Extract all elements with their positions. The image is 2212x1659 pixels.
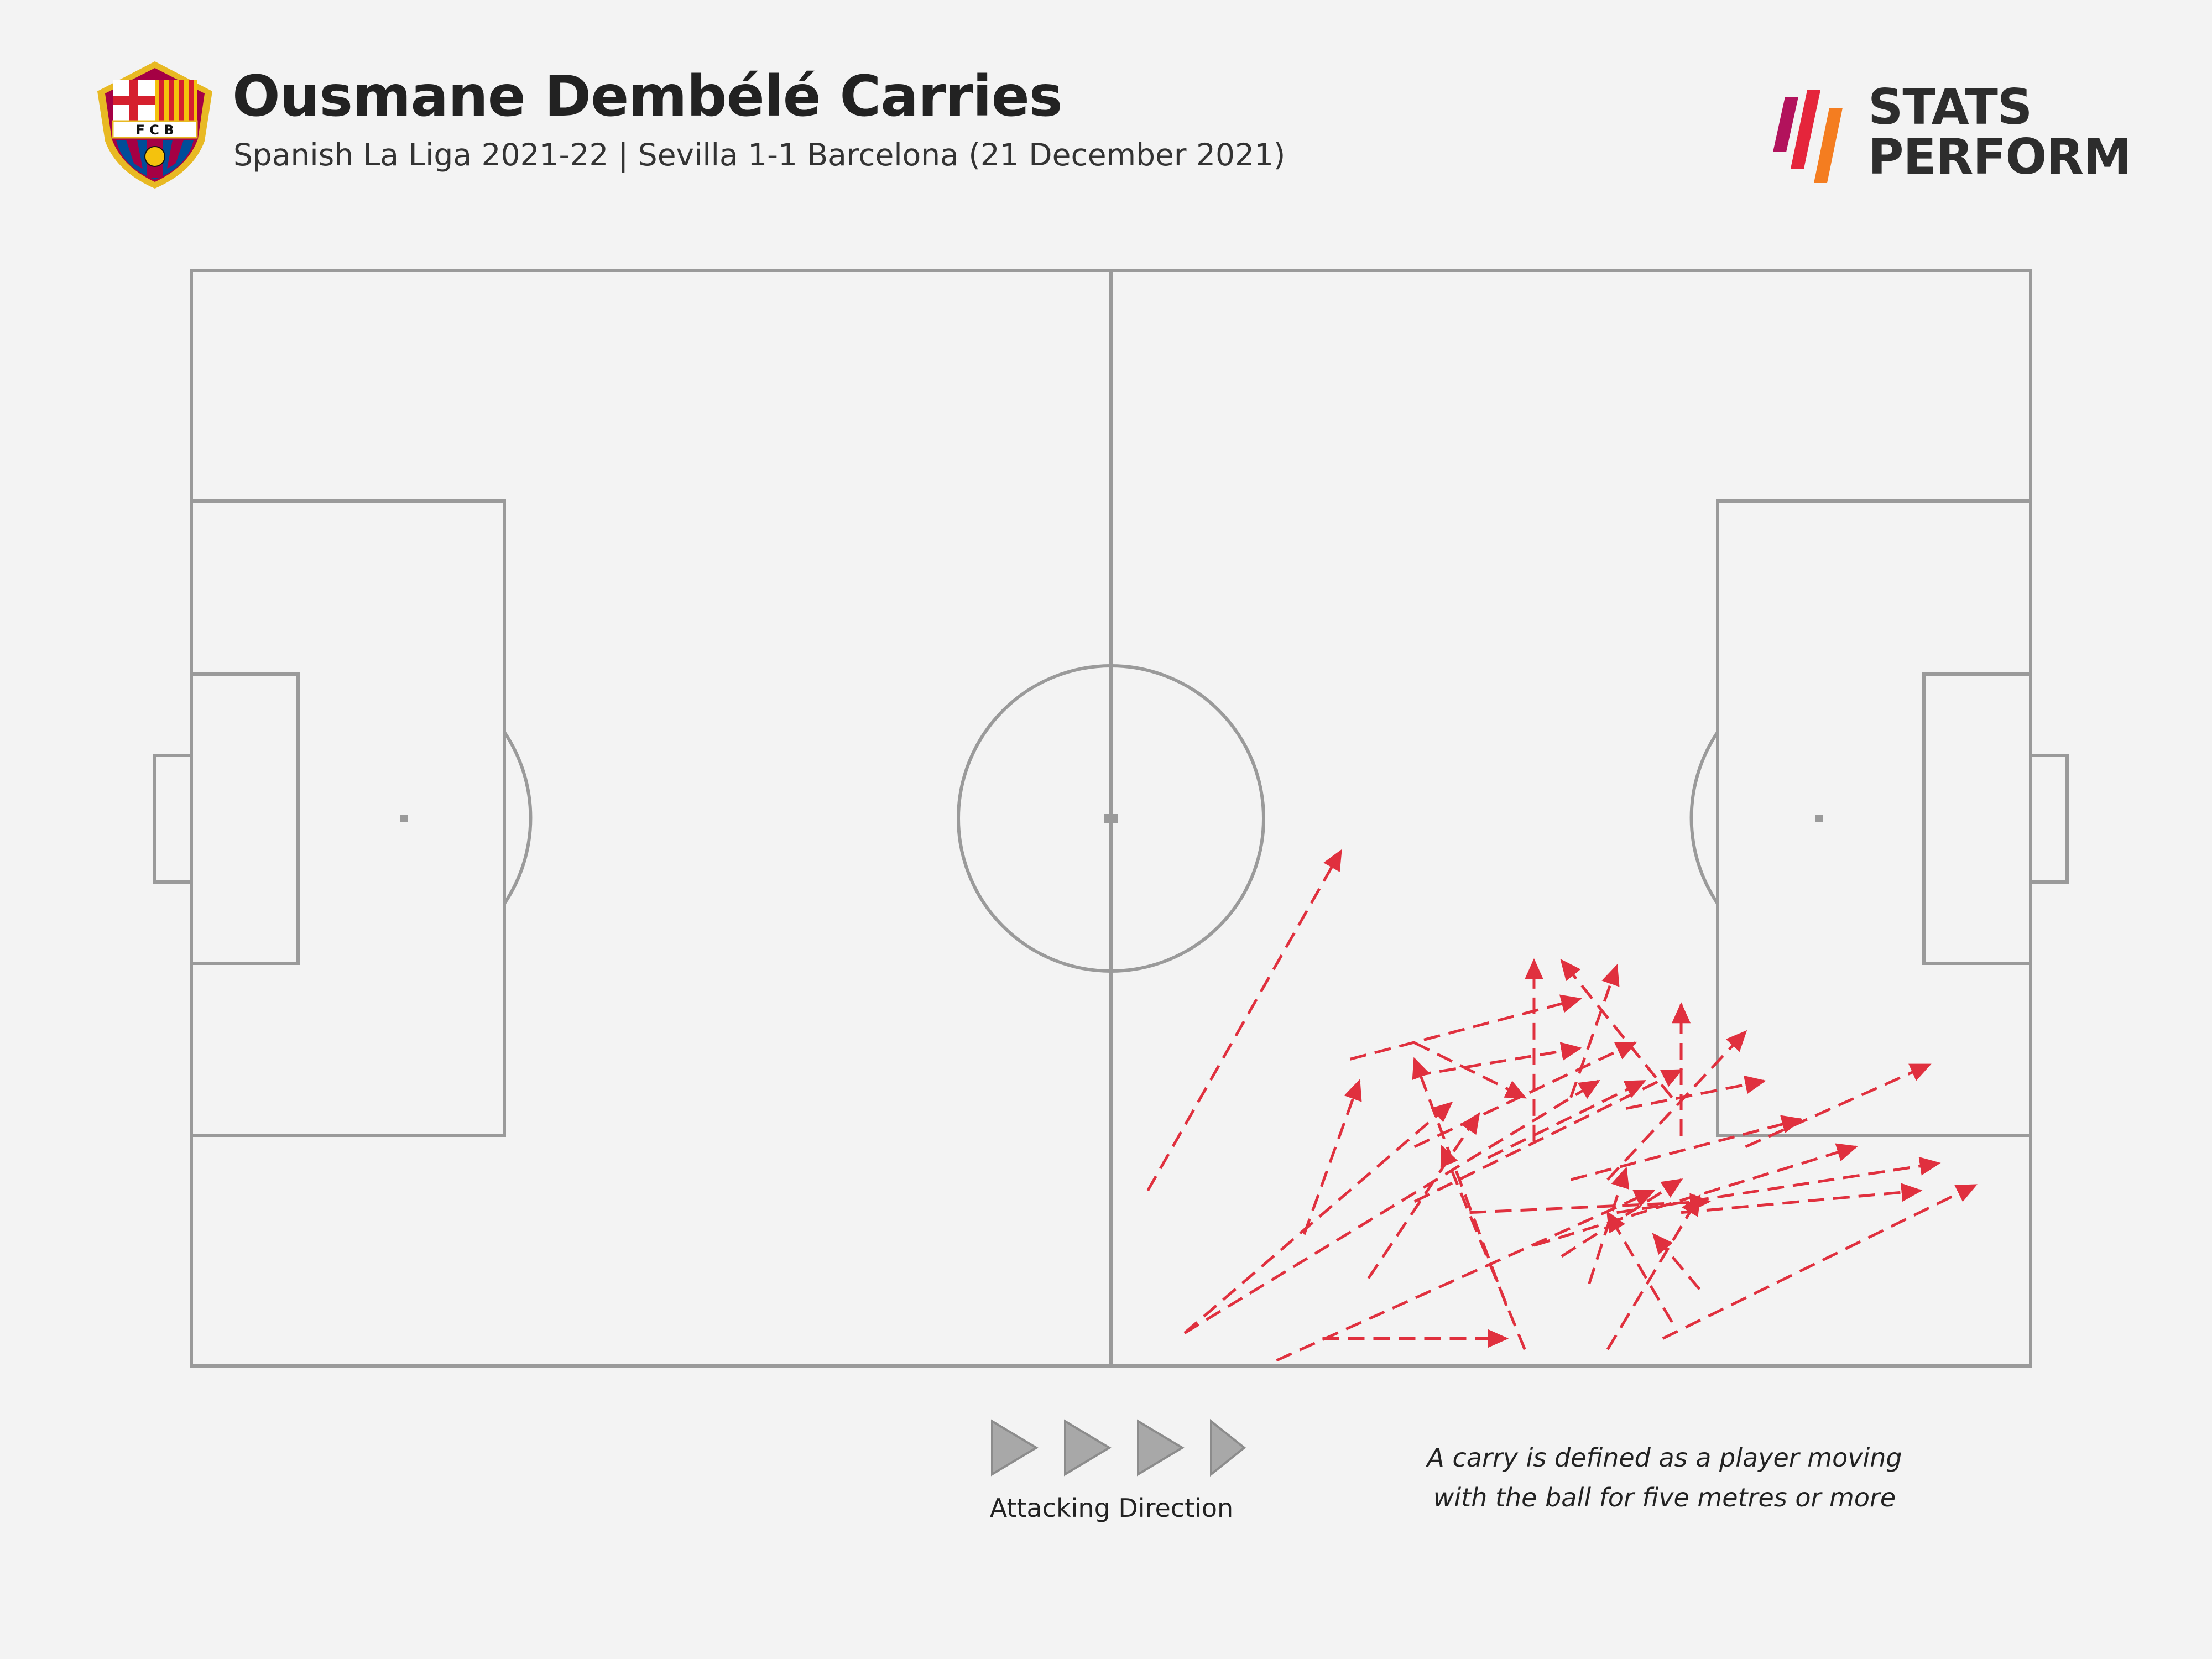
carry-arrow-7	[1413, 1041, 1527, 1099]
carry-arrow-29	[1616, 1156, 1941, 1214]
note-line-2: with the ball for five metres or more	[1433, 1483, 1896, 1512]
carry-arrow-21	[1569, 964, 1620, 1098]
carry-arrow-26	[1570, 1115, 1803, 1181]
carry-arrow-4	[1183, 1079, 1600, 1334]
direction-arrow-icon	[1210, 1418, 1246, 1477]
right-six-yard-box	[1922, 672, 2032, 965]
right-goal	[2029, 754, 2069, 884]
carry-arrow-31	[1745, 1063, 1932, 1149]
attacking-direction-arrows	[991, 1418, 1246, 1477]
fc-barcelona-crest-logo: F C B	[97, 61, 212, 189]
carry-arrow-23	[1625, 1075, 1766, 1110]
carry-arrow-3	[1183, 1101, 1453, 1334]
direction-arrow-icon	[991, 1419, 1039, 1477]
carry-arrow-33	[1606, 1211, 1673, 1323]
brand-word-perform: PERFORM	[1868, 128, 2132, 185]
carry-arrow-14	[1440, 1145, 1526, 1350]
carries-layer	[1146, 849, 1978, 1362]
carry-arrow-9	[1414, 1042, 1583, 1077]
crest-lettering: F C B	[135, 122, 174, 138]
stats-perform-slash-icon	[1773, 90, 1843, 183]
centre-circle	[957, 664, 1265, 973]
page-subtitle: Spanish La Liga 2021-22 | Sevilla 1-1 Ba…	[233, 137, 1286, 173]
left-goal	[153, 754, 193, 884]
left-penalty-arc	[503, 731, 533, 905]
carry-arrow-30	[1662, 1183, 1978, 1340]
carry-arrow-28	[1681, 1183, 1923, 1214]
carry-arrow-2	[1302, 1079, 1362, 1235]
carry-arrow-8	[1349, 994, 1582, 1061]
left-penalty-area	[190, 499, 506, 1137]
brand-word-stats: STATS	[1868, 79, 2032, 135]
carry-arrow-5	[1276, 1189, 1656, 1362]
carry-arrow-15	[1367, 1112, 1480, 1279]
left-penalty-spot	[400, 815, 408, 822]
direction-arrow-icon	[1137, 1419, 1185, 1477]
left-six-yard-box	[190, 672, 300, 965]
carry-arrow-12	[1487, 1079, 1647, 1159]
carry-arrow-13	[1469, 1193, 1711, 1214]
carry-arrow-11	[1413, 1068, 1683, 1203]
carry-arrow-10	[1413, 1041, 1637, 1149]
carry-arrow-20	[1606, 1030, 1747, 1181]
carry-arrow-32	[1652, 1233, 1701, 1290]
note-line-1: A carry is defined as a player moving	[1427, 1443, 1902, 1473]
carry-definition-note: A carry is defined as a player moving wi…	[1355, 1438, 1974, 1517]
attacking-direction-label: Attacking Direction	[989, 1493, 1234, 1523]
carry-arrow-24	[1560, 958, 1673, 1099]
carry-arrow-1	[1146, 849, 1342, 1192]
right-penalty-area	[1716, 499, 2032, 1137]
right-penalty-arc	[1689, 731, 1719, 905]
direction-arrow-icon	[1064, 1419, 1112, 1477]
stats-perform-logo: STATS PERFORM	[1770, 83, 2135, 188]
centre-spot	[1104, 814, 1118, 823]
carry-arrow-27	[1533, 1143, 1858, 1247]
page-title: Ousmane Dembélé Carries	[232, 64, 1063, 129]
carry-arrow-22	[1412, 1057, 1508, 1306]
carry-arrow-16	[1606, 1194, 1701, 1350]
right-penalty-spot	[1815, 815, 1823, 822]
